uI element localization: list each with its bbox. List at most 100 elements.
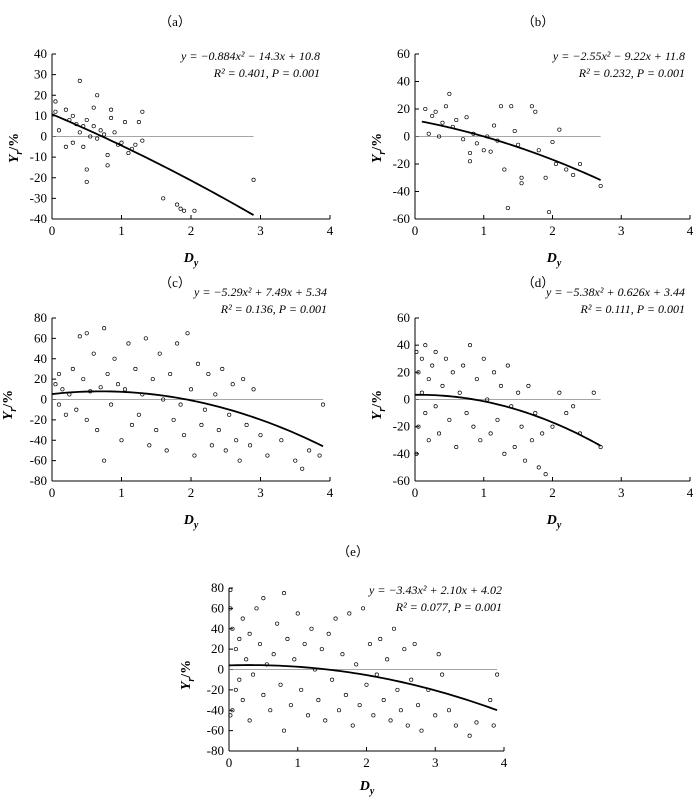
y-tick-label: 40 (211, 621, 224, 636)
y-tick-label: -60 (207, 723, 224, 738)
data-point (591, 390, 596, 395)
x-tick-label: 0 (412, 223, 419, 238)
data-point (354, 662, 359, 667)
data-point (395, 687, 400, 692)
y-axis-label: Yr/% (1, 390, 19, 420)
data-point (275, 621, 280, 626)
data-point (70, 113, 75, 118)
data-point (91, 105, 96, 110)
data-point (471, 424, 476, 429)
data-point (84, 331, 89, 336)
data-point (216, 428, 221, 433)
data-point (74, 407, 79, 412)
data-point (519, 175, 524, 180)
fit-curve (414, 393, 602, 447)
data-point (248, 443, 253, 448)
y-tick-label: 40 (397, 74, 410, 89)
data-point (299, 687, 304, 692)
data-point (540, 431, 545, 436)
data-point (519, 181, 524, 186)
data-point (56, 402, 62, 407)
data-point (488, 149, 493, 154)
data-point (478, 438, 483, 443)
y-tick-label: -30 (30, 190, 47, 205)
data-point (102, 458, 107, 463)
fit-statistics: R² = 0.111, P = 0.001 (580, 302, 685, 316)
data-point (105, 153, 110, 158)
chart-panel-b: （b） -60 -40 -20 0 20 40 60 0 1 2 3 4 y = −2.55x² − 9.… (370, 14, 694, 269)
data-point (178, 206, 183, 211)
data-point (416, 703, 421, 708)
data-point (91, 351, 96, 356)
data-point (433, 713, 438, 718)
y-tick-label: -40 (207, 702, 224, 717)
x-tick-label: 4 (327, 485, 334, 500)
data-point (109, 115, 114, 120)
data-point (326, 631, 331, 636)
data-point (571, 172, 576, 178)
y-tick-label: -80 (207, 743, 224, 758)
data-point (492, 123, 497, 128)
data-point (426, 377, 431, 382)
data-point (95, 136, 100, 141)
data-point (543, 175, 548, 180)
data-point (467, 150, 473, 156)
data-point (402, 647, 407, 652)
data-point (53, 382, 58, 387)
data-point (536, 148, 541, 153)
data-point (443, 356, 448, 361)
x-tick-label: 1 (481, 485, 488, 500)
fit-statistics: R² = 0.401, P = 0.001 (213, 66, 320, 80)
data-point (140, 109, 145, 114)
x-axis-label: Dy (183, 251, 199, 269)
x-axis-label: Dy (546, 513, 562, 531)
data-point (109, 402, 114, 407)
chart-panel-e: （e） -80 -60 -40 -20 0 20 40 60 80 0 1 2 3 4 y = −3.43x²… (179, 544, 508, 797)
data-point (84, 179, 89, 184)
y-tick-label: -10 (30, 149, 47, 164)
data-point (464, 115, 469, 120)
data-point (53, 99, 58, 104)
data-point (112, 130, 117, 135)
data-point (505, 363, 510, 368)
data-point (244, 657, 249, 662)
x-tick-label: 4 (687, 223, 694, 238)
panel-label: （c） (159, 275, 191, 290)
fit-equation: y = −2.55x² − 9.22x + 11.8 (552, 49, 685, 63)
data-point (333, 616, 338, 621)
y-tick-label: 40 (397, 337, 410, 352)
data-point (227, 412, 232, 417)
data-point (464, 411, 469, 416)
data-point (122, 120, 128, 125)
data-point (230, 382, 235, 387)
fit-curve (228, 664, 498, 712)
data-point (230, 626, 235, 631)
data-point (84, 167, 89, 172)
data-point (77, 78, 82, 83)
data-point (553, 161, 558, 167)
data-point (109, 107, 114, 112)
y-tick-label: 20 (211, 641, 224, 656)
data-point (261, 692, 266, 698)
data-point (454, 444, 459, 450)
fit-curve (51, 113, 254, 216)
y-tick-label: 20 (397, 364, 410, 379)
data-point (391, 626, 397, 631)
data-point (488, 431, 493, 436)
data-point (309, 626, 314, 631)
data-point (223, 448, 228, 453)
data-point (292, 657, 297, 662)
y-tick-label: 40 (34, 351, 47, 366)
data-point (357, 703, 362, 708)
data-point (70, 366, 75, 371)
x-tick-label: 2 (363, 755, 370, 770)
data-point (129, 422, 134, 428)
data-point (126, 150, 131, 156)
data-point (320, 402, 326, 407)
data-point (102, 326, 107, 331)
data-point (228, 606, 233, 611)
data-point (316, 698, 321, 703)
fit-equation: y = −0.884x² − 14.3x + 10.8 (180, 49, 320, 63)
data-point (228, 587, 233, 593)
data-point (319, 647, 324, 652)
